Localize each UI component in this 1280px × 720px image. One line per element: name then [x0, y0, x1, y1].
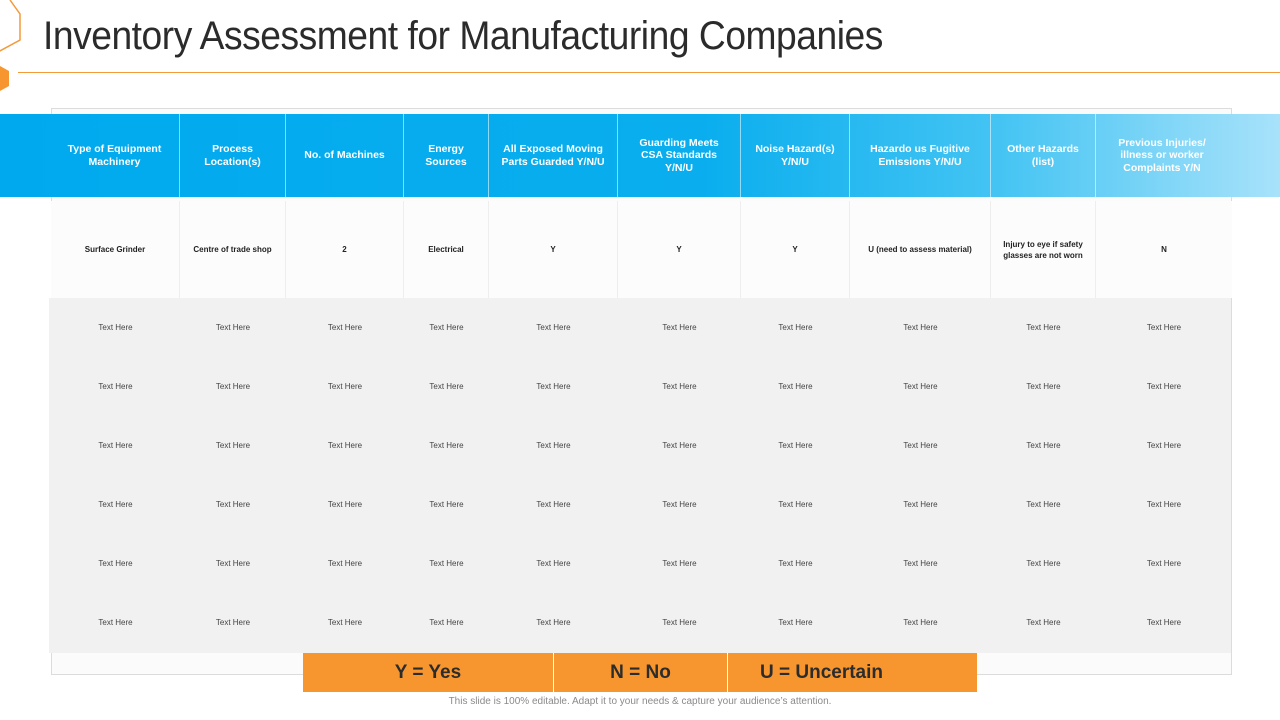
- table-row: Text Here Text Here Text Here Text Here …: [51, 475, 1232, 534]
- hexagon-decoration-icon: [0, 0, 21, 91]
- table-cell: Text Here: [778, 441, 813, 450]
- table-cell: Text Here: [1026, 441, 1061, 450]
- table-cell: Text Here: [778, 618, 813, 627]
- table-cell: Text Here: [662, 323, 697, 332]
- table-cell: Text Here: [903, 500, 938, 509]
- column-header-equipment-type: Type of Equipment Machinery: [0, 114, 180, 197]
- table-cell: Text Here: [536, 441, 571, 450]
- table-cell: Text Here: [1026, 618, 1061, 627]
- table-cell: Text Here: [1146, 323, 1182, 332]
- table-cell: Text Here: [98, 441, 133, 450]
- column-header-csa-standards: Guarding Meets CSA Standards Y/N/U: [618, 114, 741, 197]
- table-cell: Text Here: [215, 500, 251, 509]
- table-cell: Text Here: [1146, 382, 1182, 391]
- table-cell: Text Here: [903, 559, 938, 568]
- table-row: Text Here Text Here Text Here Text Here …: [51, 357, 1232, 416]
- legend-uncertain: U = Uncertain: [760, 661, 884, 683]
- table-cell: Text Here: [536, 559, 571, 568]
- table-row: Surface Grinder Centre of trade shop 2 E…: [51, 201, 1232, 298]
- table-cell: Text Here: [1146, 500, 1182, 509]
- table-cell: Text Here: [215, 618, 251, 627]
- table-header-row: Type of Equipment Machinery Process Loca…: [0, 114, 1280, 197]
- table-cell: N: [1161, 245, 1167, 254]
- footer-note: This slide is 100% editable. Adapt it to…: [448, 696, 832, 707]
- table-cell: Text Here: [327, 441, 363, 450]
- table-cell: Text Here: [1146, 559, 1182, 568]
- table-cell: Text Here: [778, 500, 813, 509]
- table-cell: Y: [618, 201, 741, 298]
- table-cell: Text Here: [903, 618, 938, 627]
- table-cell: Text Here: [98, 382, 133, 391]
- table-row: Text Here Text Here Text Here Text Here …: [51, 593, 1232, 652]
- table-cell: Text Here: [778, 559, 813, 568]
- table-cell: Text Here: [662, 500, 697, 509]
- table-cell: Text Here: [662, 559, 697, 568]
- table-cell: Text Here: [98, 559, 133, 568]
- table-cell: Text Here: [429, 382, 464, 391]
- column-header-other-hazards: Other Hazards (list): [991, 114, 1096, 197]
- table-cell: Text Here: [327, 618, 363, 627]
- column-header-machine-count: No. of Machines: [286, 114, 404, 197]
- table-cell: Text Here: [98, 618, 133, 627]
- table-cell: Text Here: [1146, 441, 1182, 450]
- table-row: Text Here Text Here Text Here Text Here …: [51, 298, 1232, 357]
- page-title: Inventory Assessment for Manufacturing C…: [43, 14, 883, 58]
- table-cell: Text Here: [1026, 500, 1061, 509]
- table-cell: Text Here: [215, 382, 251, 391]
- table-cell: Text Here: [903, 441, 938, 450]
- table-body: Text Here Text Here Text Here Text Here …: [49, 298, 1231, 653]
- table-cell: Text Here: [429, 618, 464, 627]
- table-row: Text Here Text Here Text Here Text Here …: [51, 416, 1232, 475]
- table-cell: Text Here: [662, 618, 697, 627]
- table-cell: Text Here: [327, 323, 363, 332]
- table-cell: Text Here: [662, 441, 697, 450]
- table-cell: Text Here: [536, 618, 571, 627]
- table-cell: Text Here: [327, 559, 363, 568]
- table-cell: Electrical: [404, 201, 489, 298]
- table-cell: Text Here: [98, 323, 133, 332]
- table-cell: Text Here: [903, 323, 938, 332]
- legend-bar: Y = Yes N = No U = Uncertain: [303, 653, 977, 692]
- table-cell: Text Here: [98, 500, 133, 509]
- column-header-energy-sources: Energy Sources: [404, 114, 489, 197]
- table-cell: Text Here: [327, 500, 363, 509]
- column-header-moving-parts-guarded: All Exposed Moving Parts Guarded Y/N/U: [489, 114, 618, 197]
- table-cell: 2: [286, 201, 404, 298]
- table-cell: Text Here: [1146, 618, 1182, 627]
- table-cell: Text Here: [536, 323, 571, 332]
- legend-yes: Y = Yes: [303, 653, 554, 692]
- table-cell: Text Here: [536, 500, 571, 509]
- table-cell: Text Here: [1026, 382, 1061, 391]
- column-header-fugitive-emissions: Hazardo us Fugitive Emissions Y/N/U: [850, 114, 991, 197]
- table-cell: Text Here: [429, 323, 464, 332]
- title-divider: [18, 72, 1280, 73]
- table-cell: Y: [741, 201, 850, 298]
- table-cell: Centre of trade shop: [180, 201, 286, 298]
- table-cell: Surface Grinder: [51, 201, 180, 298]
- table-cell: Text Here: [429, 559, 464, 568]
- table-cell: Text Here: [778, 323, 813, 332]
- table-cell: Injury to eye if safety glasses are not …: [991, 201, 1096, 298]
- column-header-process-location: Process Location(s): [180, 114, 286, 197]
- table-cell: Text Here: [215, 441, 251, 450]
- legend-no: N = No: [554, 653, 728, 692]
- column-header-previous-injuries: Previous Injuries/ illness or worker Com…: [1118, 136, 1206, 174]
- table-cell: Text Here: [215, 559, 251, 568]
- table-cell: Text Here: [778, 382, 813, 391]
- table-cell: Text Here: [536, 382, 571, 391]
- table-cell: Text Here: [1026, 559, 1061, 568]
- table-cell: Text Here: [903, 382, 938, 391]
- table-cell: U (need to assess material): [850, 201, 991, 298]
- column-header-noise-hazards: Noise Hazard(s) Y/N/U: [741, 114, 850, 197]
- table-cell: Text Here: [327, 382, 363, 391]
- table-cell: Text Here: [1026, 323, 1061, 332]
- table-cell: Text Here: [429, 441, 464, 450]
- table-cell: Text Here: [429, 500, 464, 509]
- table-cell: Text Here: [215, 323, 251, 332]
- table-cell: Text Here: [662, 382, 697, 391]
- table-row: Text Here Text Here Text Here Text Here …: [51, 534, 1232, 593]
- table-cell: Y: [489, 201, 618, 298]
